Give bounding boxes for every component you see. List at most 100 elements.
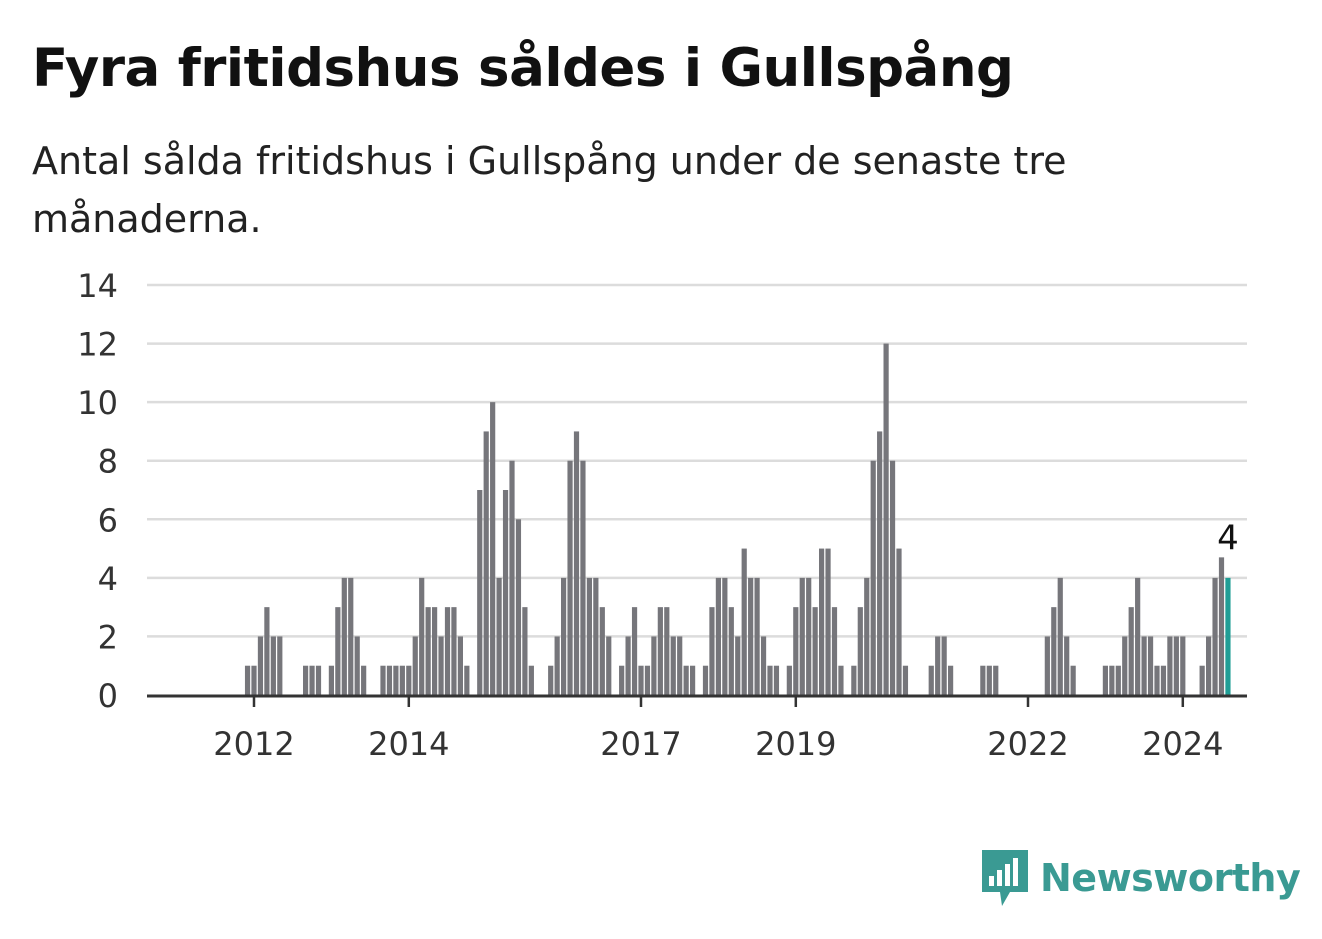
x-tick-label: 2012	[213, 725, 294, 763]
bar	[586, 577, 592, 695]
bar	[773, 665, 780, 695]
bar	[1199, 665, 1205, 695]
x-tick-label: 2022	[987, 725, 1068, 763]
bar	[341, 577, 347, 695]
bar	[380, 665, 386, 695]
bar	[412, 636, 418, 695]
bar	[419, 577, 425, 695]
bar	[902, 665, 909, 695]
bar	[980, 665, 986, 695]
bar	[593, 577, 599, 695]
bar	[425, 607, 431, 695]
bar	[1147, 636, 1154, 695]
bar	[264, 607, 270, 695]
bar	[644, 665, 651, 695]
bar	[599, 607, 605, 695]
x-tick-label: 2017	[600, 725, 681, 763]
bar	[1173, 636, 1179, 695]
bar	[490, 402, 496, 695]
bar	[1128, 607, 1134, 695]
bar	[657, 607, 663, 695]
bar	[851, 665, 857, 695]
y-tick-label: 2	[98, 618, 118, 656]
bar	[825, 548, 831, 695]
bar	[251, 665, 257, 695]
bar	[573, 431, 580, 695]
bar	[244, 665, 251, 695]
bar	[348, 577, 354, 695]
bar	[741, 548, 747, 695]
bar	[270, 636, 276, 695]
bar	[819, 548, 825, 695]
bar	[567, 460, 573, 695]
bar	[561, 577, 567, 695]
y-tick-label: 6	[98, 501, 118, 539]
bar	[767, 665, 773, 695]
y-tick-label: 10	[77, 384, 118, 422]
bar	[1102, 665, 1108, 695]
bar	[1122, 636, 1128, 695]
bar-chart: 0 2 4 6 8 10 12 14 2012 2014 2017 2019 2022 2024 4	[77, 267, 1247, 763]
bar	[528, 665, 534, 695]
chart-subtitle: Antal sålda fritidshus i Gullspång under…	[32, 139, 1067, 241]
bar	[1160, 665, 1167, 695]
bar	[1115, 665, 1121, 695]
bar	[432, 607, 438, 695]
y-axis: 0 2 4 6 8 10 12 14	[77, 267, 118, 715]
bar	[864, 577, 870, 695]
bar	[1057, 577, 1063, 695]
bar	[883, 343, 889, 695]
bar	[838, 665, 844, 695]
bar	[728, 607, 734, 695]
bar	[1225, 577, 1231, 695]
bar	[702, 665, 709, 695]
bar	[328, 665, 334, 695]
bar	[477, 490, 483, 695]
bar	[406, 665, 412, 695]
bar	[1109, 665, 1115, 695]
bar	[638, 665, 644, 695]
bar	[896, 548, 902, 695]
x-tick-label: 2024	[1142, 725, 1223, 763]
bar	[1070, 665, 1076, 695]
bar	[715, 577, 721, 695]
bar	[1167, 636, 1173, 695]
bar	[1218, 557, 1225, 695]
bar	[1044, 636, 1050, 695]
bar	[799, 577, 805, 695]
bar	[677, 636, 683, 695]
y-tick-label: 8	[98, 443, 118, 481]
bar	[857, 607, 863, 695]
bar	[877, 431, 883, 695]
bar	[1212, 577, 1218, 695]
bar	[664, 607, 670, 695]
bar	[651, 636, 657, 695]
bar	[986, 665, 992, 695]
bar	[948, 665, 954, 695]
bar	[464, 665, 470, 695]
bar	[509, 460, 515, 695]
bar	[1135, 577, 1141, 695]
y-tick-label: 12	[77, 326, 118, 364]
bar	[786, 665, 792, 695]
bar	[606, 636, 612, 695]
bar	[993, 665, 999, 695]
bar	[502, 490, 509, 695]
bar	[522, 607, 528, 695]
bar	[709, 607, 715, 695]
bar	[303, 665, 309, 695]
bar	[496, 577, 502, 695]
bar	[670, 636, 676, 695]
bar	[870, 460, 876, 695]
bar	[1180, 636, 1186, 695]
bar	[457, 636, 463, 695]
bar	[889, 460, 896, 695]
bar	[554, 636, 560, 695]
bar	[793, 607, 799, 695]
bar	[619, 665, 625, 695]
bar	[399, 665, 405, 695]
bar	[812, 607, 818, 695]
bar	[754, 577, 760, 695]
bar	[748, 577, 754, 695]
bar	[515, 519, 522, 695]
